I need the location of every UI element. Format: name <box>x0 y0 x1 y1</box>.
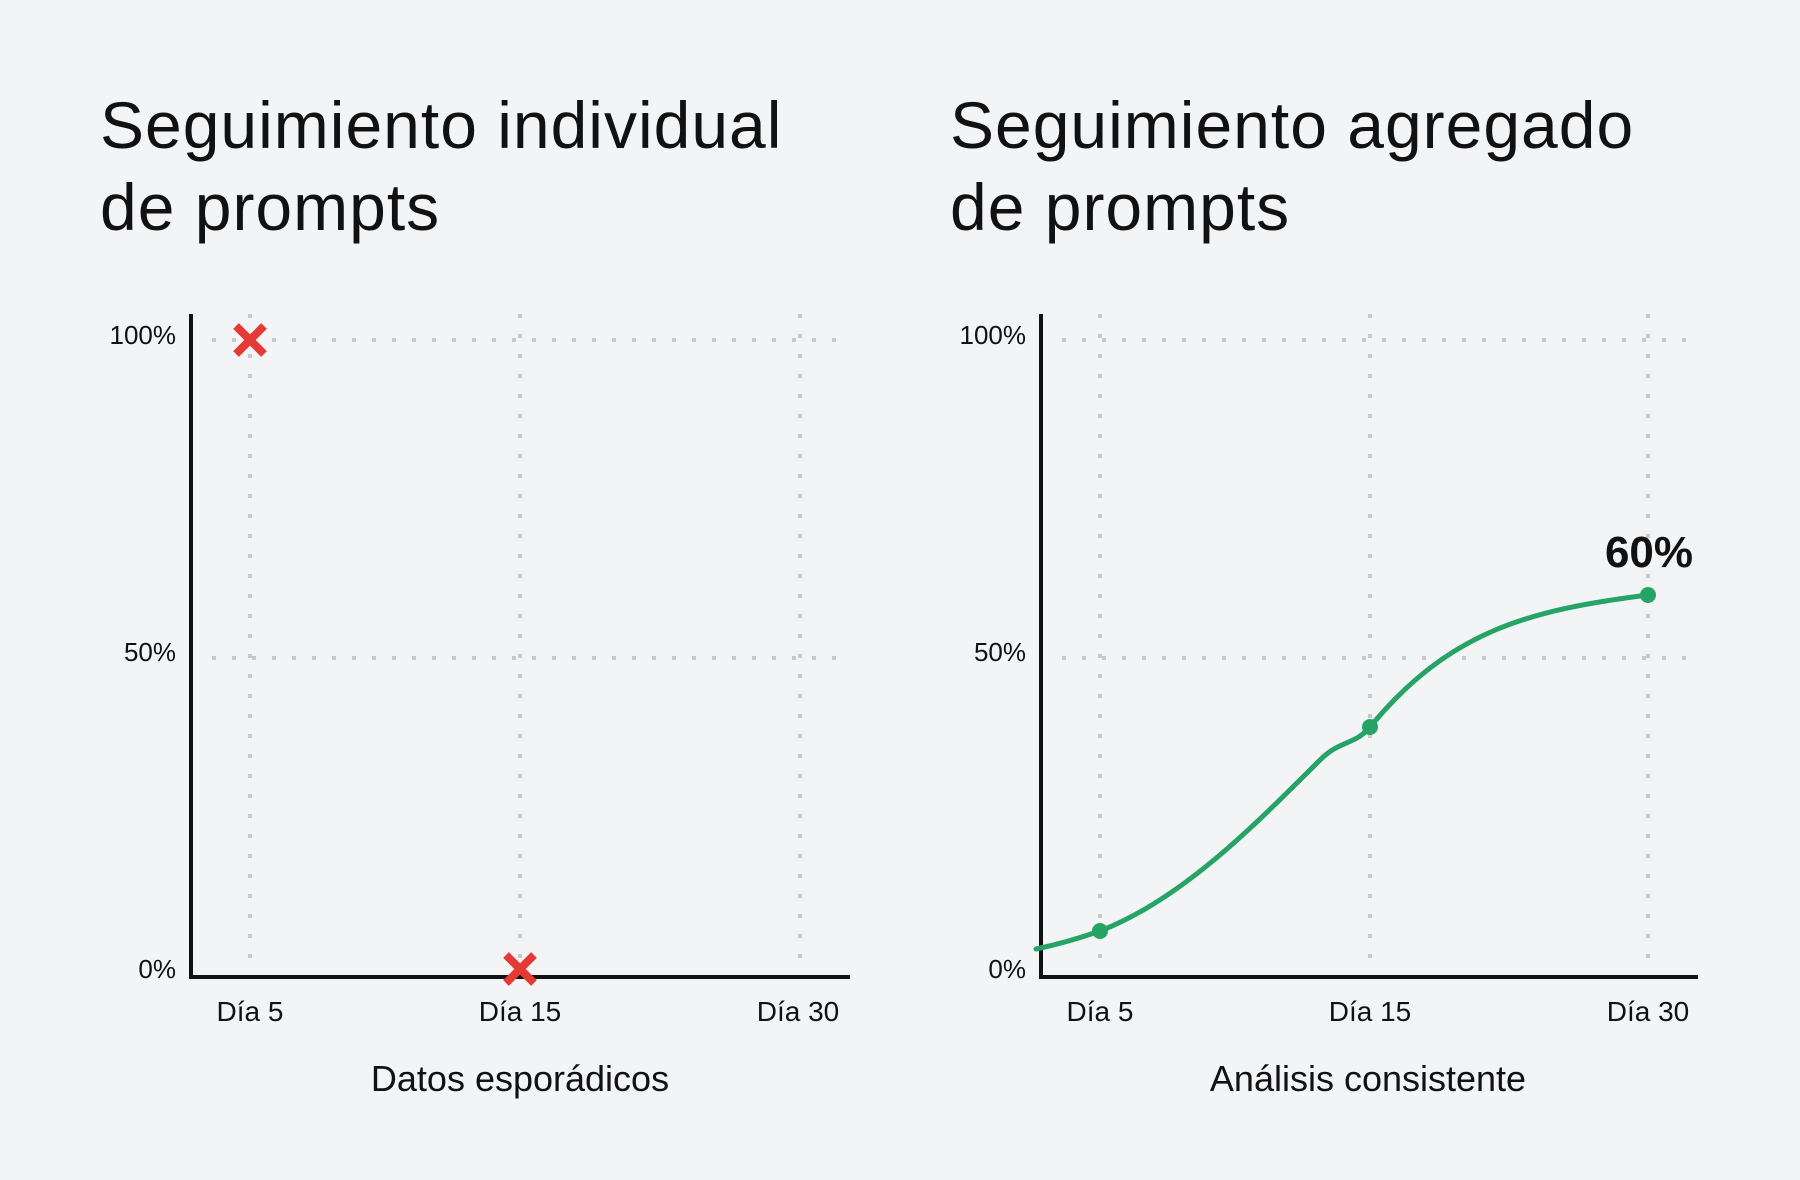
left-chart-title: Seguimiento individual de prompts <box>100 88 783 244</box>
y-tick-100: 100% <box>110 320 177 350</box>
x-marker-icon <box>233 323 267 357</box>
y-tick-100: 100% <box>960 320 1027 350</box>
value-annotation: 60% <box>1605 528 1693 577</box>
y-tick-50: 50% <box>974 637 1026 667</box>
x-marker-icon <box>503 952 537 986</box>
data-point-day15 <box>1362 719 1378 735</box>
y-tick-0: 0% <box>138 954 176 984</box>
x-tick-day5: Día 5 <box>1067 996 1134 1027</box>
x-tick-day5: Día 5 <box>217 996 284 1027</box>
data-point-day5 <box>1092 923 1108 939</box>
x-tick-day15: Día 15 <box>1329 996 1412 1027</box>
trend-line <box>1033 592 1651 952</box>
data-point-day30 <box>1640 587 1656 603</box>
gridlines <box>1062 314 1702 970</box>
x-tick-day30: Día 30 <box>1607 996 1690 1027</box>
left-chart: 100% 50% 0% Día 5 Día 15 Día 30 Datos es… <box>110 314 852 1099</box>
gridlines <box>212 314 852 970</box>
left-chart-caption: Datos esporádicos <box>371 1058 669 1099</box>
x-tick-day15: Día 15 <box>479 996 562 1027</box>
x-tick-day30: Día 30 <box>757 996 840 1027</box>
y-tick-0: 0% <box>988 954 1026 984</box>
right-chart-caption: Análisis consistente <box>1210 1058 1526 1099</box>
y-tick-50: 50% <box>124 637 176 667</box>
right-chart-panel: Seguimiento agregado de prompts 100% 50%… <box>850 0 1750 1180</box>
right-chart: 100% 50% 0% Día 5 Día 15 Día 30 60% Anál… <box>960 314 1702 1099</box>
right-chart-title: Seguimiento agregado de prompts <box>950 88 1635 244</box>
left-chart-panel: Seguimiento individual de prompts 100% 5… <box>100 88 852 1099</box>
